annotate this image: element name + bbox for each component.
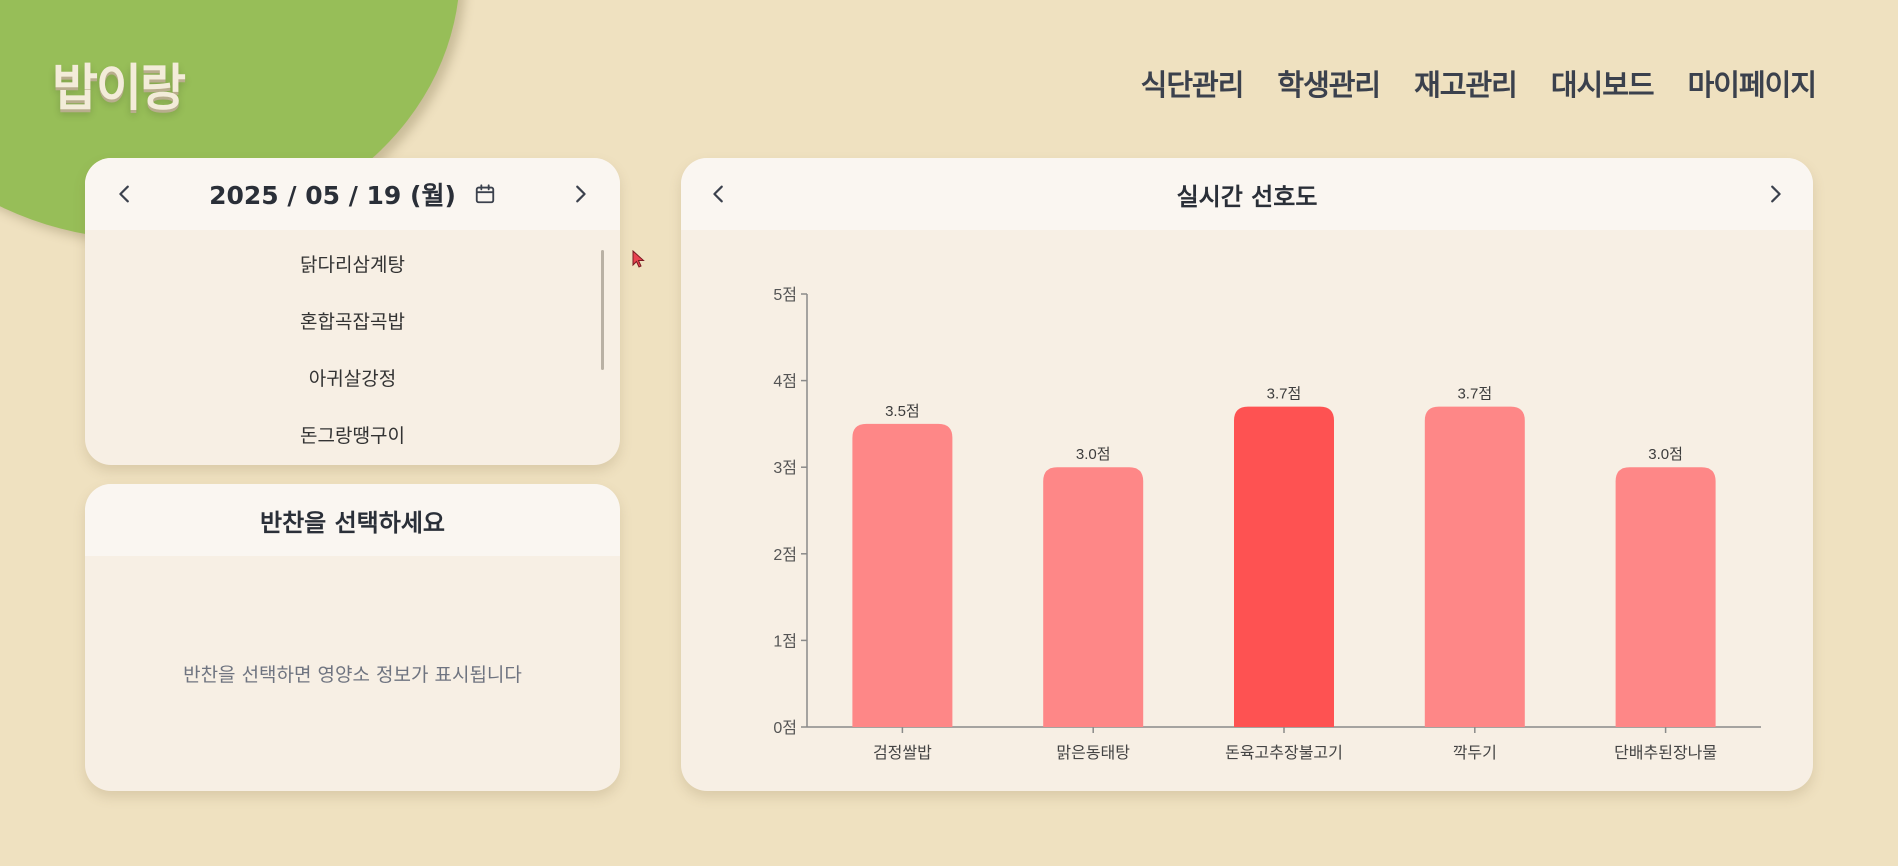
chevron-left-icon bbox=[119, 185, 129, 203]
chart-bar bbox=[852, 423, 953, 727]
y-tick-label: 0점 bbox=[773, 719, 797, 737]
x-tick-label: 맑은동태탕 bbox=[1056, 744, 1130, 762]
chart-header: 실시간 선호도 bbox=[681, 158, 1813, 230]
nav-inventory-management[interactable]: 재고관리 bbox=[1414, 68, 1518, 102]
chevron-right-icon bbox=[1771, 185, 1781, 203]
y-tick-label: 5점 bbox=[773, 286, 797, 304]
chevron-right-icon bbox=[576, 185, 586, 203]
nav-dashboard[interactable]: 대시보드 bbox=[1550, 68, 1655, 102]
chart-bar bbox=[1234, 406, 1334, 727]
nav-student-management[interactable]: 학생관리 bbox=[1277, 68, 1381, 102]
x-tick-label: 검정쌀밥 bbox=[873, 744, 932, 762]
menu-list[interactable]: 닭다리삼계탕 혼합곡잡곡밥 아귀살강정 돈그랑땡구이 bbox=[85, 230, 620, 465]
bar-data-label: 3.0점 bbox=[1076, 446, 1111, 463]
date-menu-card: 2025 / 05 / 19 (월) 닭다리삼계탕 혼합곡잡곡밥 아귀살강정 돈… bbox=[85, 158, 620, 465]
y-tick-label: 1점 bbox=[773, 632, 797, 650]
x-tick-label: 돈육고추장불고기 bbox=[1225, 744, 1343, 762]
chart-next-button[interactable] bbox=[1745, 158, 1805, 230]
chart-bar bbox=[1424, 406, 1525, 727]
dish-header: 반찬을 선택하세요 bbox=[85, 484, 620, 556]
calendar-icon[interactable] bbox=[474, 183, 496, 205]
chart-bar bbox=[1043, 467, 1144, 727]
chart-title: 실시간 선호도 bbox=[1176, 182, 1318, 211]
current-date: 2025 / 05 / 19 (월) bbox=[209, 181, 456, 210]
bar-data-label: 3.7점 bbox=[1457, 386, 1492, 403]
main-nav: 식단관리 학생관리 재고관리 대시보드 마이페이지 bbox=[1140, 62, 1817, 104]
chart-prev-button[interactable] bbox=[689, 158, 749, 230]
mouse-cursor-icon bbox=[632, 250, 645, 268]
side-dish-card: 반찬을 선택하세요 반찬을 선택하면 영양소 정보가 표시됩니다 bbox=[85, 484, 620, 791]
menu-scrollbar[interactable] bbox=[601, 250, 604, 370]
app-logo[interactable]: 밥이랑 bbox=[52, 59, 186, 117]
menu-item[interactable]: 혼합곡잡곡밥 bbox=[300, 311, 405, 333]
nav-meal-management[interactable]: 식단관리 bbox=[1140, 68, 1245, 102]
chart-bar bbox=[1615, 467, 1716, 727]
bar-data-label: 3.0점 bbox=[1648, 446, 1683, 463]
dish-placeholder-message: 반찬을 선택하면 영양소 정보가 표시됩니다 bbox=[183, 664, 522, 686]
prev-date-button[interactable] bbox=[95, 158, 155, 230]
nav-mypage[interactable]: 마이페이지 bbox=[1687, 68, 1817, 102]
menu-item[interactable]: 돈그랑땡구이 bbox=[300, 425, 405, 447]
y-tick-label: 4점 bbox=[773, 373, 797, 391]
x-tick-label: 단배추된장나물 bbox=[1614, 744, 1717, 762]
x-tick-label: 깍두기 bbox=[1453, 744, 1497, 762]
next-date-button[interactable] bbox=[550, 158, 610, 230]
menu-item[interactable]: 닭다리삼계탕 bbox=[300, 254, 405, 276]
y-tick-label: 3점 bbox=[773, 459, 797, 477]
date-header: 2025 / 05 / 19 (월) bbox=[85, 158, 620, 230]
dish-card-title: 반찬을 선택하세요 bbox=[260, 508, 445, 537]
bar-data-label: 3.7점 bbox=[1267, 386, 1302, 403]
chevron-left-icon bbox=[713, 185, 723, 203]
menu-item[interactable]: 아귀살강정 bbox=[308, 368, 397, 390]
bar-data-label: 3.5점 bbox=[885, 403, 920, 420]
y-tick-label: 2점 bbox=[773, 546, 797, 564]
